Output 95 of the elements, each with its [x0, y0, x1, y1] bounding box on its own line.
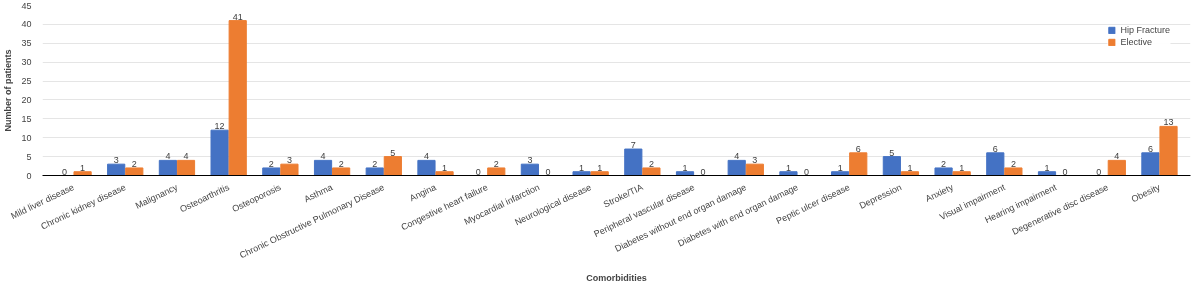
- bar: [779, 171, 798, 176]
- data-label: 0: [1096, 166, 1102, 177]
- data-label: 4: [183, 151, 189, 162]
- y-tick-label: 45: [21, 0, 32, 11]
- bar: [1037, 171, 1057, 176]
- y-tick-label: 30: [21, 57, 32, 68]
- x-axis-title: Comorbidities: [586, 272, 647, 283]
- data-label: 6: [855, 143, 861, 154]
- bar: [280, 163, 299, 176]
- bar: [900, 171, 920, 176]
- bar: [624, 148, 643, 176]
- bar: [934, 167, 953, 176]
- bar: [520, 163, 539, 176]
- bar: [727, 159, 746, 176]
- data-label: 2: [372, 158, 378, 169]
- data-label: 0: [61, 166, 67, 177]
- data-label: 3: [113, 155, 119, 166]
- data-label: 12: [214, 121, 225, 132]
- bar: [435, 171, 454, 176]
- data-label: 2: [338, 158, 344, 169]
- bar: [228, 20, 247, 176]
- data-label: 4: [734, 151, 740, 162]
- bar: [210, 129, 229, 176]
- y-tick-label: 15: [21, 113, 32, 124]
- data-label: 1: [80, 162, 86, 173]
- data-label: 3: [752, 155, 758, 166]
- data-label: 6: [992, 143, 998, 154]
- bar: [107, 163, 126, 176]
- data-label: 4: [423, 151, 429, 162]
- bar: [952, 171, 971, 176]
- bar: [176, 159, 196, 176]
- data-label: 4: [320, 151, 326, 162]
- bar: [675, 171, 695, 176]
- bar: [831, 171, 850, 176]
- bar: [487, 167, 506, 176]
- y-tick-label: 20: [21, 94, 32, 105]
- data-label: 1: [1044, 162, 1050, 173]
- data-label: 2: [648, 158, 654, 169]
- y-tick-label: 25: [21, 76, 32, 87]
- data-label: 4: [165, 151, 171, 162]
- data-label: 1: [907, 162, 913, 173]
- data-label: 5: [889, 147, 895, 158]
- bar: [365, 167, 384, 176]
- bar: [125, 167, 144, 176]
- y-axis-title: Number of patients: [3, 49, 14, 132]
- data-label: 2: [941, 158, 947, 169]
- data-label: 1: [597, 162, 603, 173]
- bar: [1004, 167, 1023, 176]
- data-label: 1: [579, 162, 585, 173]
- bar: [986, 152, 1005, 176]
- data-label: 7: [630, 140, 636, 151]
- bar: [1159, 125, 1178, 176]
- data-label: 1: [785, 162, 791, 173]
- data-label: 2: [1010, 158, 1016, 169]
- data-label: 2: [493, 158, 499, 169]
- bar: [262, 167, 281, 176]
- data-label: 2: [131, 158, 137, 169]
- bar: [332, 167, 351, 176]
- y-tick-label: 0: [26, 170, 32, 181]
- data-label: 1: [837, 162, 843, 173]
- y-tick-label: 10: [21, 132, 32, 143]
- data-label: 1: [959, 162, 965, 173]
- data-label: 5: [390, 147, 396, 158]
- y-tick-label: 5: [26, 151, 32, 162]
- data-label: 0: [545, 166, 551, 177]
- bar: [383, 156, 402, 176]
- data-label: 0: [700, 166, 706, 177]
- y-tick-label: 40: [21, 19, 32, 30]
- data-label: 0: [475, 166, 481, 177]
- bar: [642, 167, 661, 176]
- data-label: 1: [442, 162, 448, 173]
- data-label: 0: [804, 166, 810, 177]
- bar: [73, 171, 92, 176]
- data-label: 3: [527, 155, 533, 166]
- bar: [313, 159, 333, 176]
- y-tick-label: 35: [21, 38, 32, 49]
- bar: [590, 171, 609, 176]
- bar: [849, 152, 868, 176]
- bar: [158, 159, 177, 176]
- bar: [745, 163, 764, 176]
- data-label: 1: [682, 162, 688, 173]
- data-label: 4: [1114, 151, 1120, 162]
- data-label: 2: [268, 158, 274, 169]
- data-label: 13: [1163, 117, 1174, 128]
- bar: [417, 159, 436, 176]
- legend-label: Elective: [1120, 37, 1152, 47]
- bar: [882, 156, 901, 176]
- bar: [1107, 159, 1126, 176]
- data-label: 3: [286, 155, 292, 166]
- bar: [572, 171, 591, 176]
- data-label: 6: [1147, 143, 1153, 154]
- legend-label: Hip Fracture: [1120, 25, 1170, 35]
- data-label: 0: [1062, 166, 1068, 177]
- bar: [1141, 152, 1160, 176]
- data-label: 41: [232, 11, 243, 22]
